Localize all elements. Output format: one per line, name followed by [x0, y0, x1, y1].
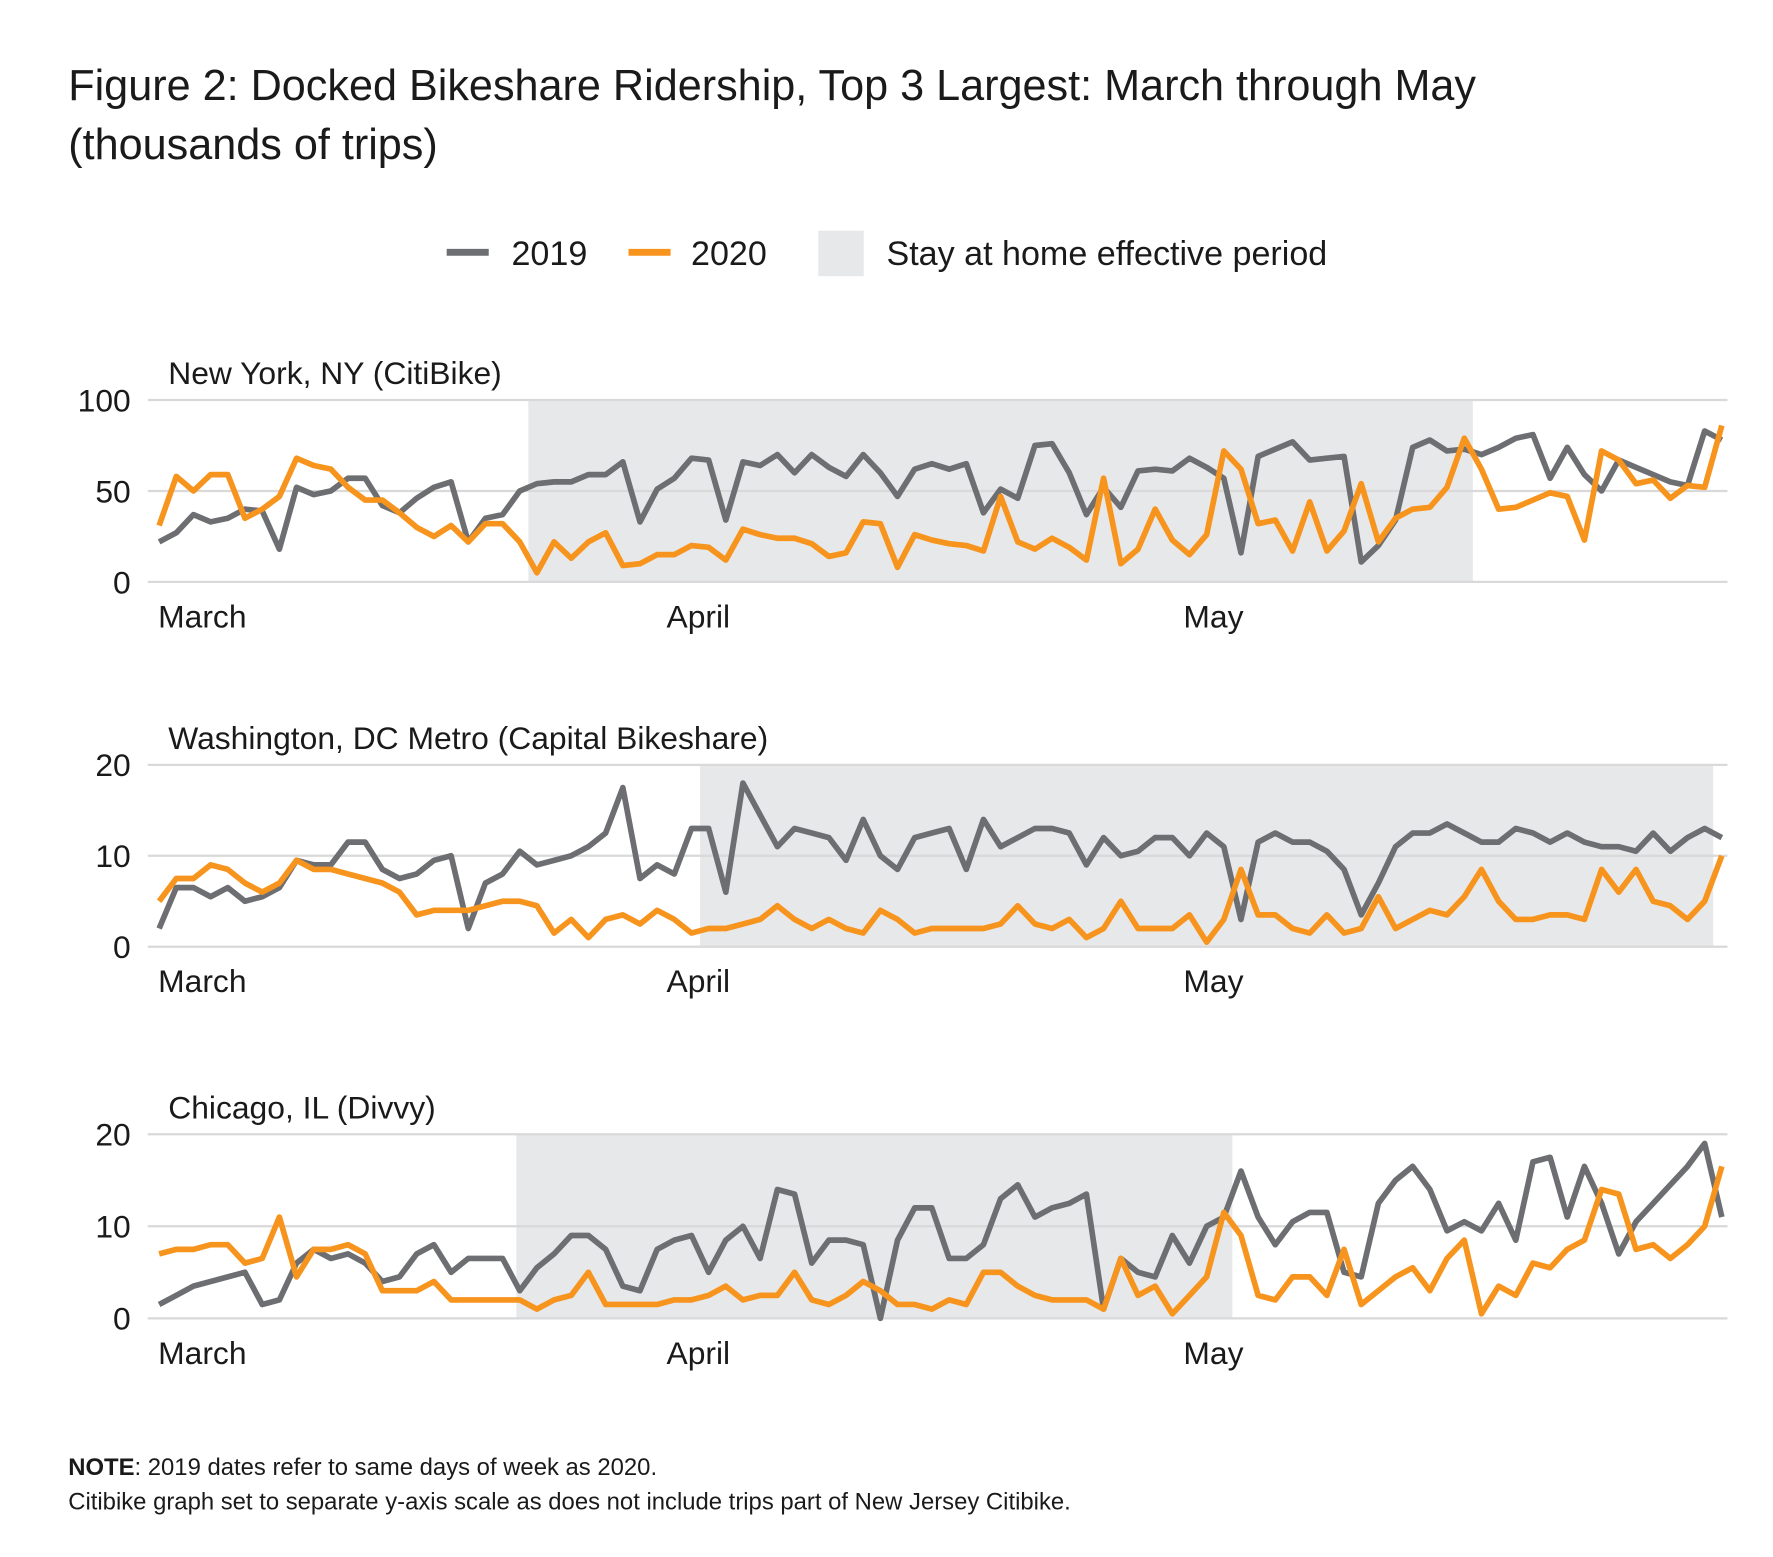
- y-tick-label: 20: [95, 747, 130, 783]
- y-tick-label: 10: [95, 1209, 130, 1245]
- legend-label: 2020: [691, 235, 767, 273]
- legend: Stay at home effective period 2019 2020: [446, 230, 1328, 277]
- x-tick-label: May: [1183, 598, 1243, 634]
- y-tick-label: 0: [113, 929, 131, 965]
- y-tick-label: 0: [113, 564, 131, 600]
- legend-shade-swatch: [818, 230, 864, 277]
- x-tick-label: March: [158, 963, 246, 999]
- legend-label: 2019: [511, 235, 587, 273]
- series-line: [156, 424, 1725, 576]
- note-text: : 2019 dates refer to same days of week …: [135, 1454, 658, 1481]
- panel-title: Washington, DC Metro (Capital Bikeshare): [168, 720, 768, 756]
- y-tick-label: 0: [113, 1301, 131, 1337]
- y-tick-label: 20: [95, 1117, 130, 1153]
- y-tick-label: 100: [78, 382, 131, 418]
- panel-title: New York, NY (CitiBike): [168, 355, 502, 391]
- figure-title: (thousands of trips): [68, 121, 438, 169]
- x-tick-label: March: [158, 1335, 246, 1371]
- note: NOTE: 2019 dates refer to same days of w…: [68, 1454, 657, 1481]
- x-tick-label: March: [158, 598, 246, 634]
- series-line: [157, 1140, 1725, 1322]
- panel: 0 10 20 Washington, DC Metro (Capital Bikes…: [95, 720, 1728, 999]
- y-tick-label: 10: [95, 838, 130, 874]
- figure-title: Figure 2: Docked Bikeshare Ridership, To…: [68, 62, 1476, 110]
- x-tick-label: April: [666, 598, 730, 634]
- note: Citibike graph set to separate y-axis sc…: [68, 1488, 1071, 1515]
- x-tick-label: April: [666, 1335, 730, 1371]
- series-line: [156, 854, 1725, 945]
- series-line: [156, 780, 1724, 932]
- note-label: NOTE: [68, 1454, 134, 1481]
- panel-title: Chicago, IL (Divvy): [168, 1089, 436, 1125]
- x-tick-label: April: [666, 963, 730, 999]
- y-tick-label: 50: [95, 473, 130, 509]
- series-line: [158, 1165, 1725, 1317]
- legend-label: Stay at home effective period: [887, 235, 1328, 273]
- panel: 0 50 100 New York, NY (CitiBike) March April M…: [78, 355, 1728, 634]
- panel: 0 10 20 Chicago, IL (Divvy) March April May: [95, 1089, 1728, 1371]
- x-tick-label: May: [1183, 1335, 1243, 1371]
- x-tick-label: May: [1183, 963, 1243, 999]
